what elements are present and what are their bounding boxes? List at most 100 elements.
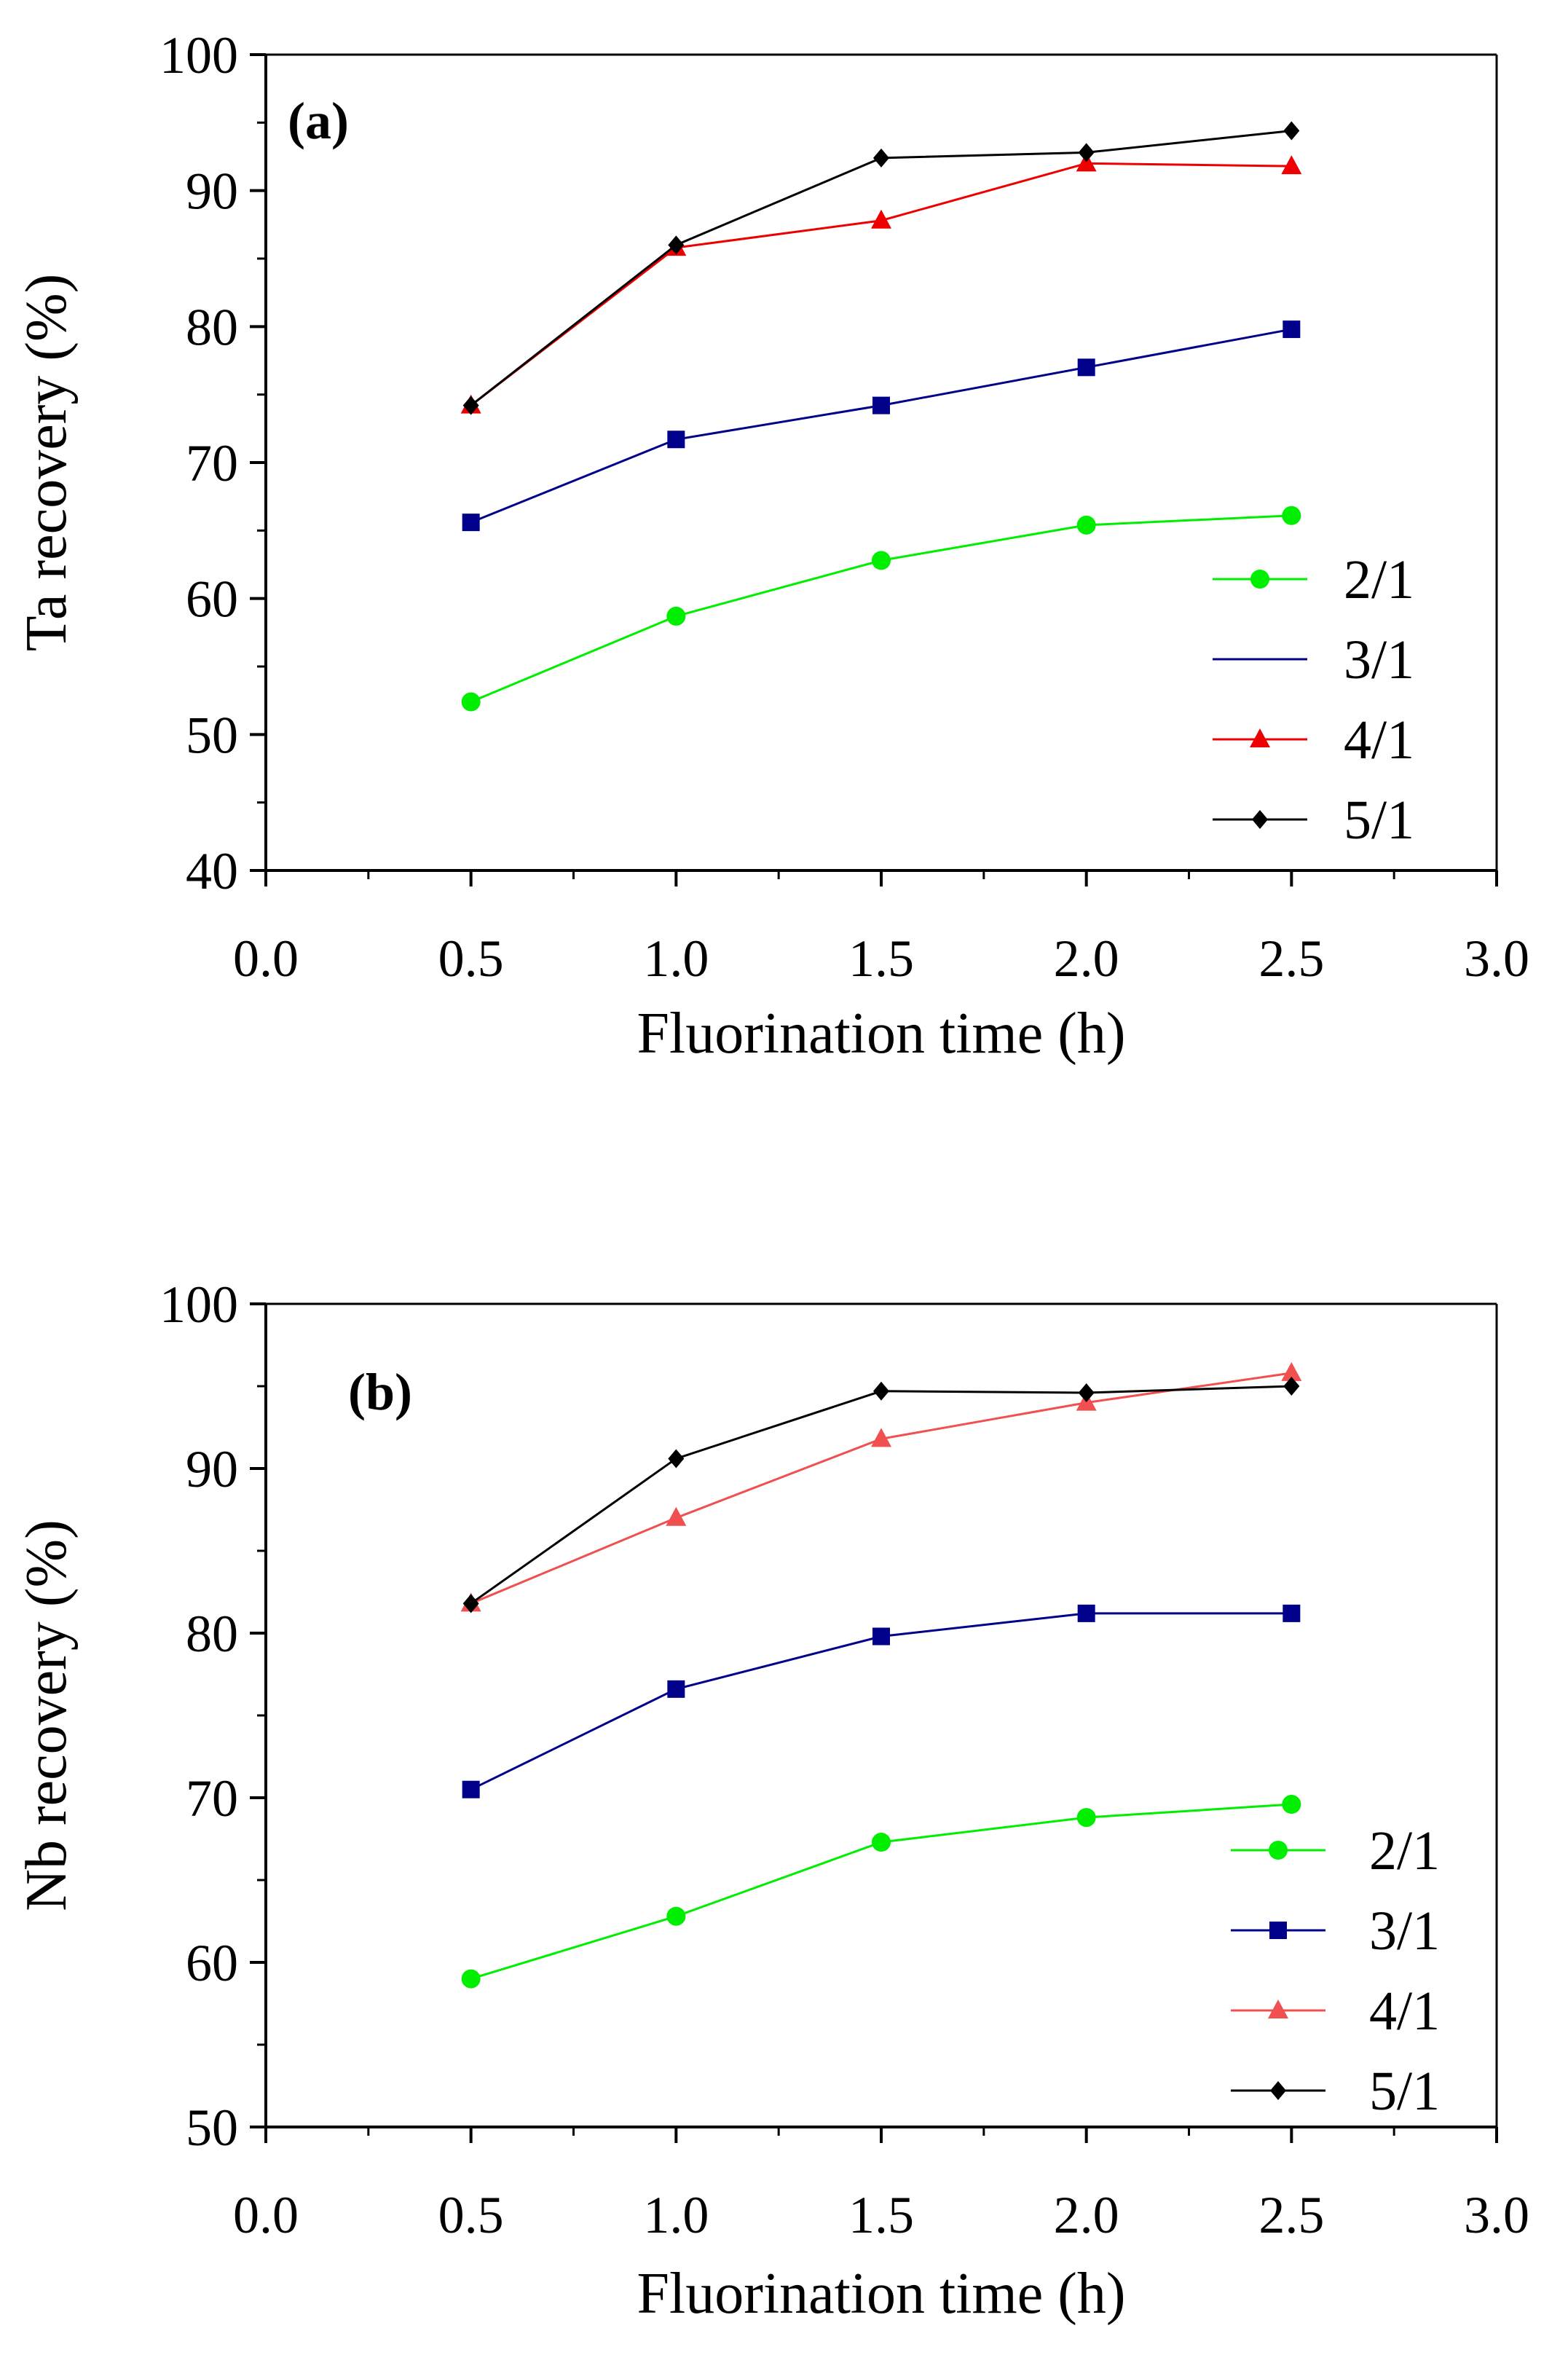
y-tick-label: 70 — [186, 434, 238, 492]
chart-panel-b: 50 60 70 80 90 100 0.0 0.5 1.0 1.5 2.0 2.5 3.0 Fluori… — [15, 1275, 1529, 2326]
series-line — [470, 1803, 1292, 1981]
data-point — [461, 1969, 481, 1989]
x-axis-label: Fluorination time (h) — [637, 2262, 1125, 2326]
legend-label: 3/1 — [1369, 1900, 1440, 1962]
x-tick-label: 2.5 — [1258, 2186, 1324, 2244]
data-point — [1076, 515, 1096, 535]
legend-entry: 2/1 — [1213, 549, 1414, 610]
legend-marker — [1252, 810, 1268, 829]
data-point — [462, 1780, 480, 1798]
data-point — [462, 1594, 479, 1613]
y-tick-label: 100 — [159, 26, 238, 84]
x-tick-label: 0.5 — [438, 929, 504, 988]
legend-label: 5/1 — [1369, 2061, 1440, 2122]
x-axis-label: Fluorination time (h) — [637, 1002, 1125, 1066]
legend-label: 3/1 — [1344, 629, 1414, 691]
y-axis-label: Ta recovery (%) — [15, 274, 79, 652]
data-point — [872, 551, 891, 570]
legend-label: 2/1 — [1344, 549, 1414, 610]
data-point — [1281, 1361, 1302, 1381]
panel-label: (a) — [288, 92, 349, 150]
y-tick-label: 60 — [186, 570, 238, 629]
series-line — [470, 328, 1292, 524]
legend-entry: 4/1 — [1213, 709, 1414, 771]
data-point — [1283, 1604, 1301, 1622]
data-point — [1077, 1604, 1095, 1622]
legend-marker — [1270, 2081, 1286, 2100]
data-point — [872, 1833, 891, 1852]
data-point — [667, 1680, 685, 1698]
data-point — [1077, 358, 1095, 377]
legend-marker — [1250, 570, 1269, 589]
x-tick-label: 1.0 — [643, 2186, 709, 2244]
data-point — [462, 514, 480, 532]
legend-entry: 5/1 — [1213, 790, 1414, 851]
y-axis-label: Nb recovery (%) — [15, 1519, 79, 1911]
data-point — [1076, 1808, 1096, 1828]
legend-label: 2/1 — [1369, 1820, 1440, 1882]
legend-marker — [1250, 728, 1270, 747]
data-point — [462, 396, 479, 415]
data-point — [871, 209, 891, 229]
series-line — [470, 514, 1292, 703]
legend-marker — [1269, 1841, 1288, 1860]
data-point — [872, 1627, 890, 1646]
y-tick-label: 60 — [186, 1934, 238, 1992]
x-tick-label: 1.0 — [643, 929, 709, 988]
data-point — [872, 396, 890, 414]
data-point — [1283, 121, 1300, 141]
x-tick-label: 1.5 — [848, 2186, 914, 2244]
y-tick-label: 80 — [186, 1605, 238, 1663]
data-point — [873, 1381, 889, 1401]
data-point — [666, 1506, 687, 1526]
data-point — [461, 692, 481, 712]
x-tick-label: 0.0 — [233, 2186, 299, 2244]
data-point — [871, 1428, 891, 1447]
x-tick-label: 2.0 — [1054, 2186, 1119, 2244]
series-5-1 — [462, 1377, 1300, 1613]
data-point — [667, 430, 685, 449]
series-line — [470, 162, 1292, 406]
y-tick-label: 50 — [186, 2099, 238, 2157]
legend-marker — [1268, 2000, 1288, 2018]
legend-entry: 2/1 — [1231, 1820, 1440, 1882]
x-tick-label: 2.5 — [1258, 929, 1324, 988]
data-point — [666, 606, 686, 626]
legend-entry: 3/1 — [1231, 1900, 1440, 1962]
series-4-1 — [460, 152, 1302, 414]
series-5-1 — [462, 121, 1300, 415]
y-tick-label: 70 — [186, 1769, 238, 1828]
chart-panel-a: 40 50 60 70 80 90 100 0.0 0.5 1.0 1.5 2.0 2.5 3.0 Fluo… — [15, 26, 1529, 1066]
series-line — [470, 1372, 1292, 1605]
series-2-1 — [461, 506, 1301, 712]
panel-label: (b) — [348, 1363, 412, 1421]
x-tick-label: 0.5 — [438, 2186, 504, 2244]
y-tick-label: 90 — [186, 1440, 238, 1498]
y-tick-label: 50 — [186, 706, 238, 764]
legend-marker — [1269, 1922, 1287, 1939]
y-tick-label: 100 — [159, 1275, 238, 1334]
data-point — [873, 148, 889, 168]
data-point — [1078, 1383, 1095, 1403]
series-line — [470, 130, 1292, 406]
y-tick-label: 40 — [186, 842, 238, 900]
series-3-1 — [462, 1604, 1301, 1798]
data-point — [666, 1906, 686, 1926]
x-tick-label: 2.0 — [1054, 929, 1119, 988]
legend-label: 5/1 — [1344, 790, 1414, 851]
y-tick-label: 90 — [186, 162, 238, 221]
data-point — [1282, 1795, 1301, 1814]
legend-entry: 5/1 — [1231, 2061, 1440, 2122]
x-tick-label: 0.0 — [233, 929, 299, 988]
series-4-1 — [460, 1361, 1302, 1612]
data-point — [1281, 155, 1302, 175]
series-2-1 — [461, 1795, 1301, 1989]
data-point — [1283, 1377, 1300, 1396]
legend-entry: 4/1 — [1231, 1981, 1440, 2042]
data-point — [1283, 321, 1301, 339]
y-tick-label: 80 — [186, 298, 238, 356]
series-line — [470, 1385, 1292, 1605]
data-point — [668, 235, 685, 255]
data-point — [1078, 143, 1095, 162]
